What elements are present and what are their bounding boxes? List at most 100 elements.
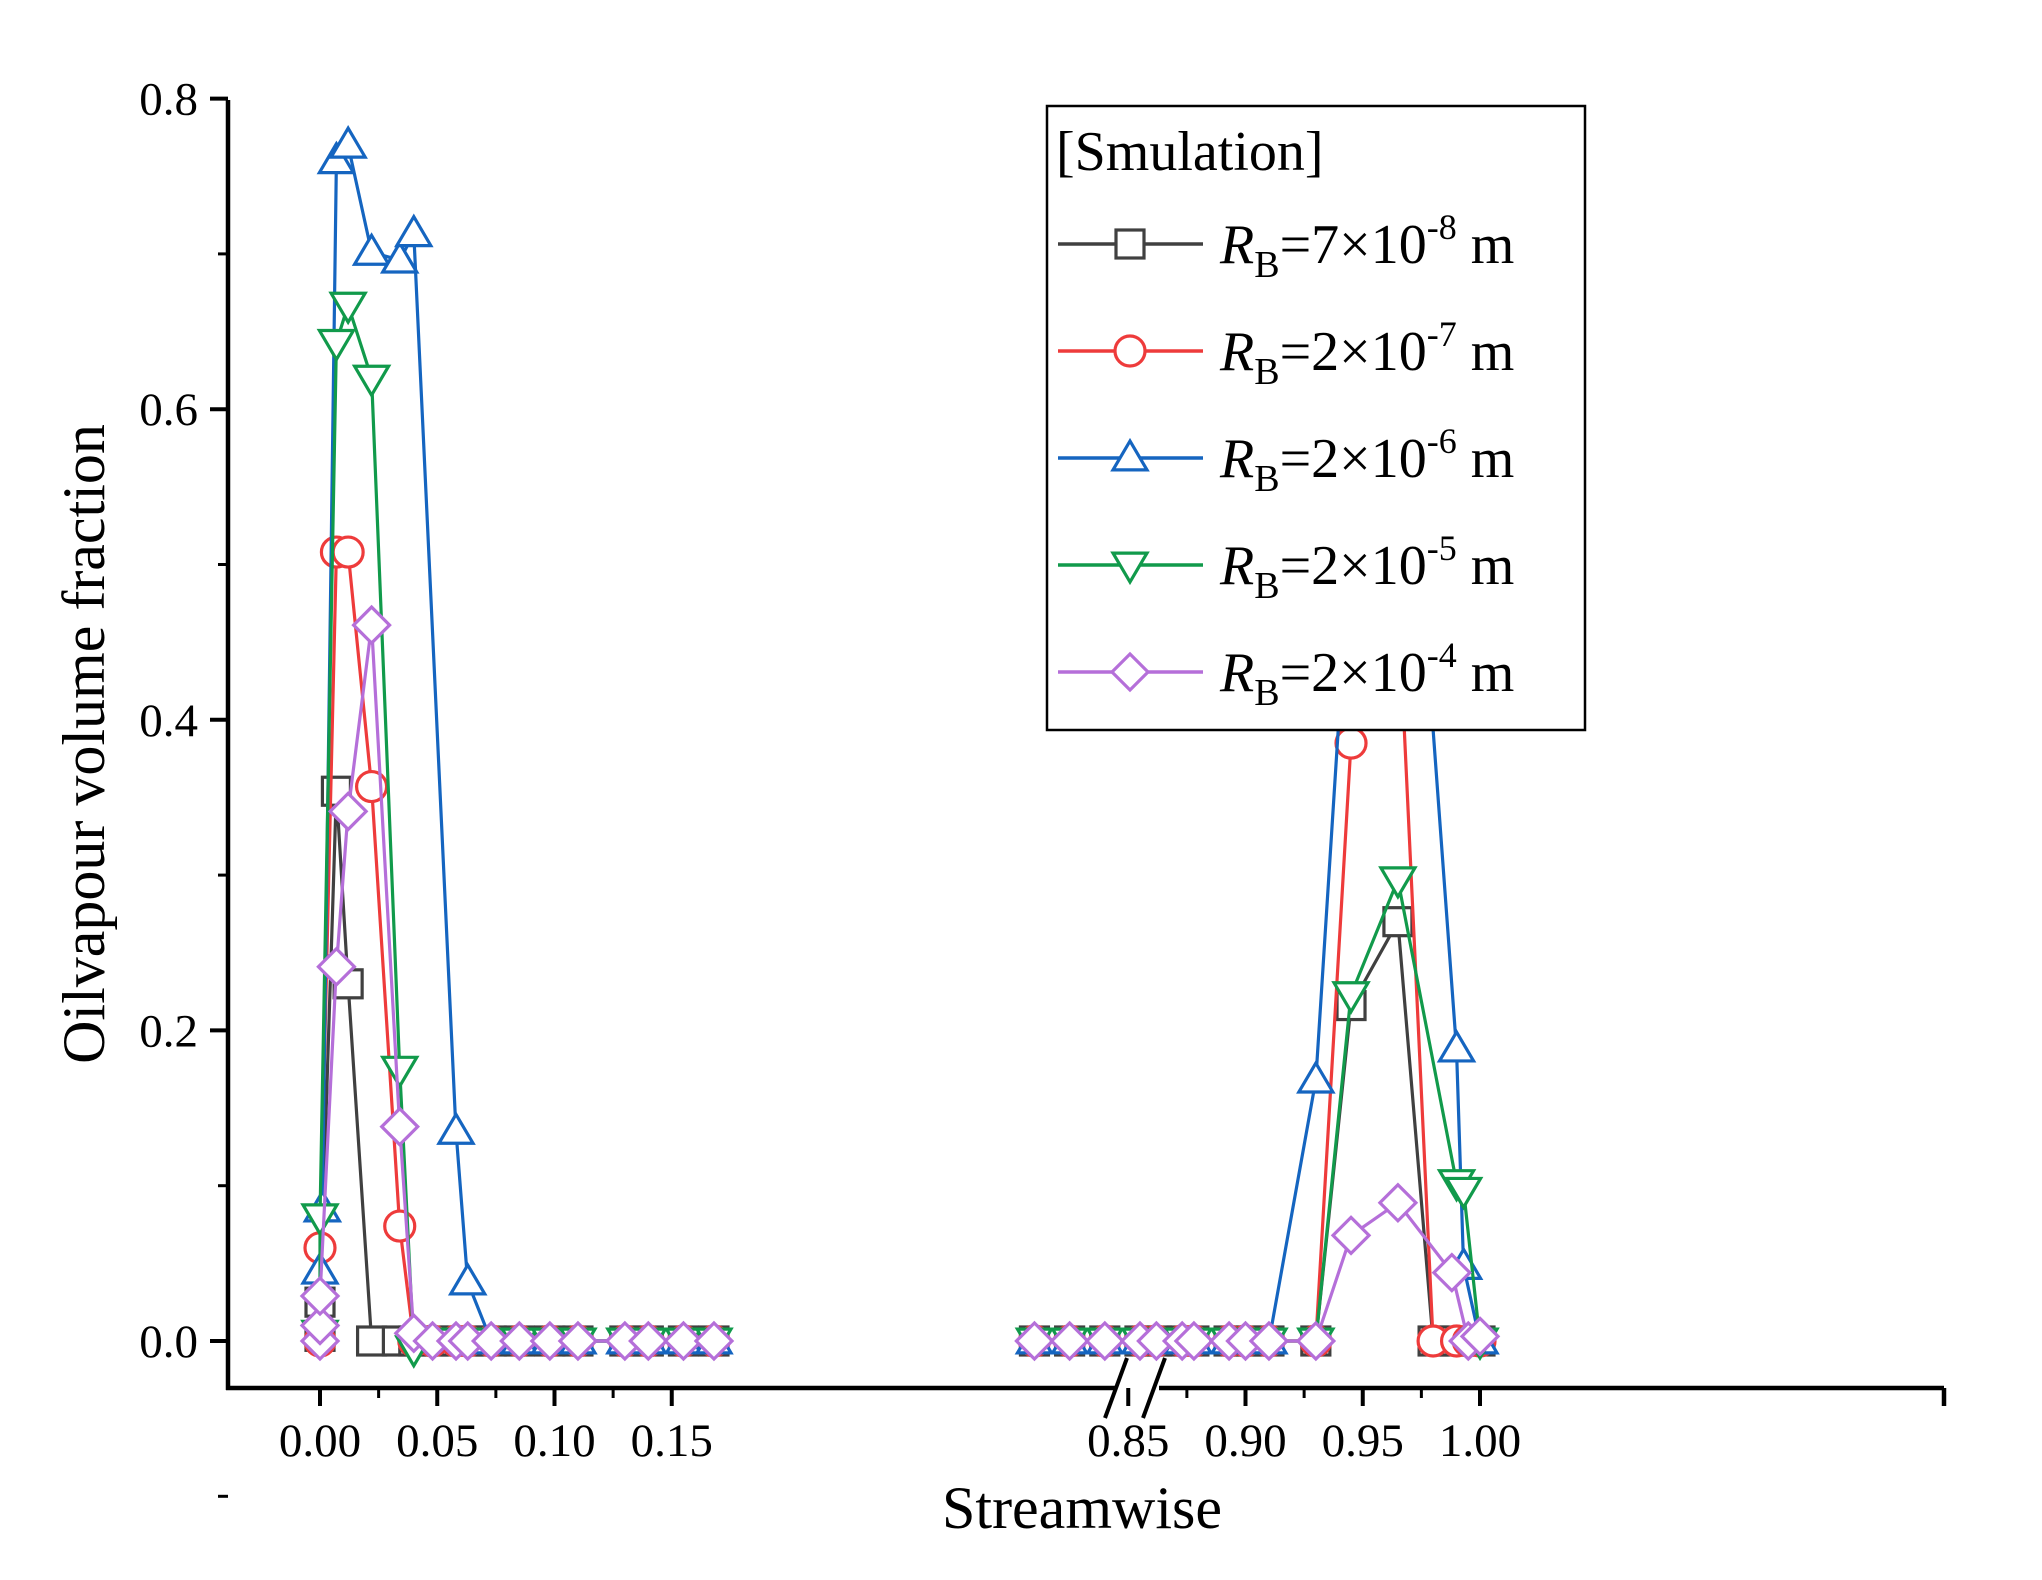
series-5-point-33 [1431, 1252, 1473, 1293]
y-tick-label-3: 0.4 [139, 695, 198, 747]
legend-marker-5 [1109, 651, 1151, 693]
series-5-point-18 [663, 1320, 704, 1362]
series-4-point-2 [300, 1203, 340, 1237]
x-axis-title: Streamwise [942, 1475, 1222, 1541]
legend-label-5: RB=2×10-4 m [1219, 635, 1514, 714]
series-5-point-26 [1173, 1320, 1215, 1362]
legend-exponent: -7 [1427, 314, 1457, 354]
legend-subscript: B [1254, 351, 1279, 393]
series-5-point-29 [1248, 1320, 1290, 1362]
legend-entry-2: RB=2×10-7 m [1058, 314, 1514, 393]
series-5-point-4 [316, 946, 357, 987]
legend-var: R [1219, 214, 1254, 276]
legend-unit: m [1457, 214, 1515, 276]
series-5-point-22 [1084, 1320, 1126, 1362]
axes-layer: 0.0 0.2 0.4 0.6 0.8 0.00 0.05 0.10 0.15 0.85 0.90 0… [51, 74, 1947, 1541]
series-5-point-14 [529, 1320, 571, 1362]
x-tick-label-1: 0.00 [279, 1415, 361, 1467]
legend-unit: m [1457, 642, 1515, 704]
x-tick-label-6: 0.90 [1204, 1415, 1286, 1467]
series-5-point-32 [1377, 1182, 1419, 1224]
legend-subscript: B [1254, 458, 1279, 500]
legend-mid: =2×10 [1280, 428, 1427, 490]
legend-unit: m [1457, 535, 1515, 597]
series-5-point-5 [327, 791, 369, 832]
x-tick-label-5: 0.85 [1087, 1415, 1169, 1467]
series-2-point-6 [383, 1209, 417, 1243]
legend: [Smulation] RB=7×10-8 mRB=2×10-7 mRB=2×1… [1045, 104, 1587, 732]
legend-title: [Smulation] [1056, 121, 1324, 183]
x-tick-label-2: 0.05 [396, 1415, 478, 1467]
legend-mid: =2×10 [1280, 642, 1427, 704]
legend-entry-4: RB=2×10-5 m [1058, 528, 1514, 607]
legend-label-3: RB=2×10-6 m [1219, 421, 1514, 500]
x-tick-label-3: 0.10 [513, 1415, 595, 1467]
series-5-point-20 [1014, 1320, 1055, 1362]
series-5-point-3 [299, 1275, 341, 1317]
y-tick-label-4: 0.6 [139, 384, 198, 436]
legend-unit: m [1457, 428, 1515, 490]
series-5-point-17 [628, 1320, 669, 1362]
x-tick-label-4: 0.15 [631, 1415, 713, 1467]
legend-marker-2 [1113, 334, 1147, 368]
legend-label-4: RB=2×10-5 m [1219, 528, 1514, 607]
series-4-point-3 [316, 328, 357, 363]
series-5-point-35 [1459, 1316, 1501, 1357]
series-3-point-4 [328, 125, 368, 159]
legend-subscript: B [1254, 244, 1279, 286]
legend-var: R [1219, 321, 1254, 383]
series-5-point-7 [379, 1106, 420, 1147]
x-tick-label-8: 1.00 [1439, 1415, 1521, 1467]
legend-entry-5: RB=2×10-4 m [1058, 635, 1514, 714]
series-4-point-30 [1331, 981, 1371, 1015]
y-tick-label-5: 0.8 [139, 74, 198, 126]
legend-marker-3 [1110, 437, 1150, 472]
legend-mid: =7×10 [1280, 214, 1427, 276]
legend-unit: m [1457, 321, 1515, 383]
legend-exponent: -4 [1427, 635, 1457, 675]
series-5 [299, 604, 1501, 1362]
series-5-point-2 [299, 1305, 341, 1346]
series-5-point-21 [1049, 1320, 1090, 1362]
series-3-point-6 [379, 239, 420, 274]
legend-subscript: B [1254, 672, 1279, 714]
series-3-point-30 [1436, 1028, 1477, 1063]
legend-entry-1: RB=7×10-8 m [1058, 207, 1514, 286]
legend-var: R [1219, 428, 1254, 490]
legend-mid: =2×10 [1280, 535, 1427, 597]
legend-entry-3: RB=2×10-6 m [1058, 421, 1514, 500]
legend-var: R [1219, 535, 1254, 597]
series-3-point-7 [394, 213, 434, 248]
legend-box [1045, 104, 1587, 732]
legend-label-1: RB=7×10-8 m [1219, 207, 1514, 286]
series-5-point-12 [470, 1320, 512, 1362]
x-axis-break-mark-1 [1103, 1357, 1129, 1419]
series-5-point-15 [557, 1320, 599, 1362]
series-2-point-4 [331, 535, 365, 569]
series-5-point-6 [351, 604, 392, 646]
legend-var: R [1219, 642, 1254, 704]
legend-exponent: -6 [1427, 421, 1457, 461]
series-4-point-5 [351, 364, 392, 399]
series-4-point-31 [1378, 866, 1418, 900]
series-1-point-5 [355, 1325, 388, 1357]
series-4-point-6 [379, 1055, 420, 1090]
legend-label-2: RB=2×10-7 m [1219, 314, 1514, 393]
legend-subscript: B [1254, 565, 1279, 607]
series-5-point-19 [693, 1320, 735, 1362]
series-5-point-13 [499, 1320, 540, 1362]
legend-exponent: -8 [1427, 207, 1457, 247]
x-tick-label-7: 0.95 [1322, 1415, 1404, 1467]
series-3-point-8 [436, 1111, 476, 1145]
y-tick-label-2: 0.2 [139, 1005, 198, 1057]
x-axis-break-mark-2 [1141, 1357, 1167, 1419]
series-3-point-9 [447, 1261, 488, 1296]
series-3-point-5 [351, 232, 392, 266]
series-5-point-31 [1330, 1215, 1372, 1256]
series-5-point-30 [1295, 1320, 1337, 1362]
legend-exponent: -5 [1427, 528, 1457, 568]
series-4-point-33 [1443, 1176, 1484, 1211]
legend-marker-1 [1114, 228, 1146, 260]
series-layer [299, 125, 1501, 1369]
